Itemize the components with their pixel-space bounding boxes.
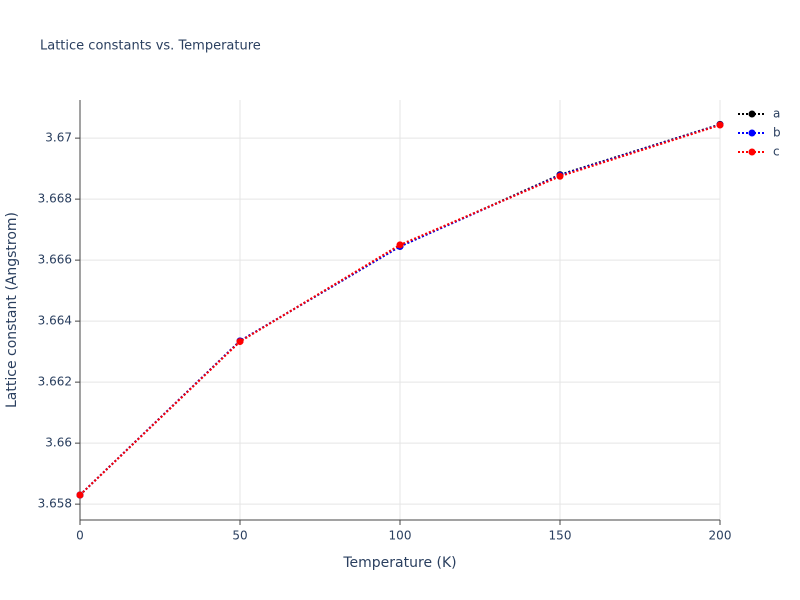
data-point	[556, 172, 564, 180]
y-tick-label: 3.664	[38, 314, 72, 328]
x-tick-label: 0	[76, 529, 84, 543]
data-point	[396, 241, 404, 249]
y-tick-label: 3.666	[38, 253, 72, 267]
data-point	[716, 121, 724, 129]
x-tick-label: 100	[389, 529, 412, 543]
y-axis-title: Lattice constant (Angstrom)	[4, 212, 20, 408]
legend-label: a	[773, 107, 780, 121]
data-point	[76, 491, 84, 499]
x-tick-label: 150	[549, 529, 572, 543]
x-axis-title: Temperature (K)	[342, 555, 456, 571]
y-tick-label: 3.662	[38, 375, 72, 389]
legend-label: b	[773, 126, 781, 140]
legend-marker	[748, 148, 756, 156]
x-tick-label: 200	[709, 529, 732, 543]
y-tick-label: 3.66	[45, 436, 72, 450]
y-tick-label: 3.658	[38, 497, 72, 511]
legend-marker	[748, 110, 756, 118]
y-tick-label: 3.668	[38, 192, 72, 206]
x-tick-label: 50	[232, 529, 247, 543]
chart-title: Lattice constants vs. Temperature	[40, 39, 261, 54]
y-tick-label: 3.67	[45, 131, 72, 145]
legend-label: c	[773, 145, 780, 159]
data-point	[236, 338, 244, 346]
legend-marker	[748, 129, 756, 137]
